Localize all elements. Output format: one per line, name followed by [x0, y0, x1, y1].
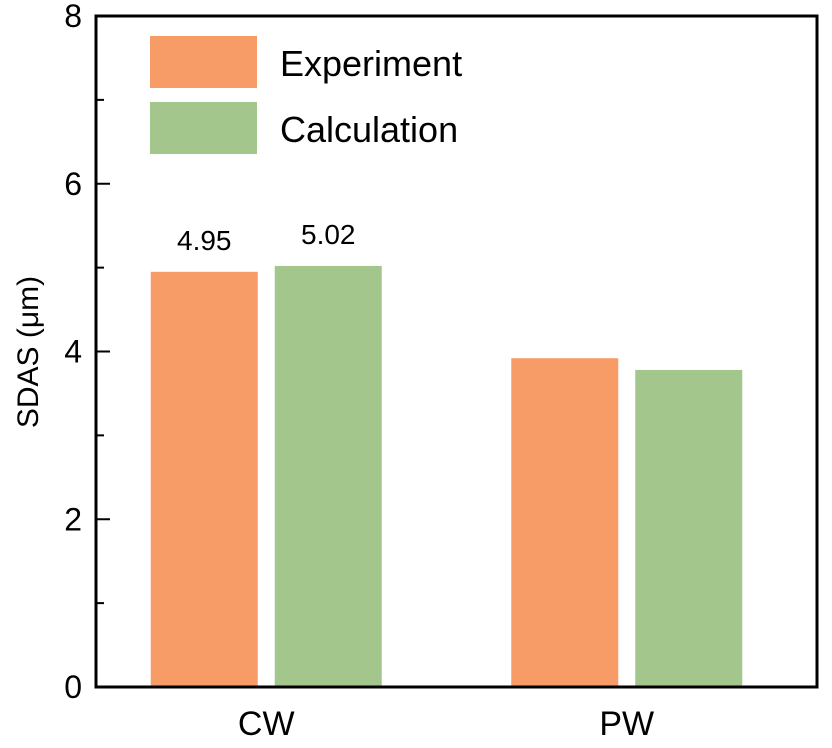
- data-label: 5.02: [301, 219, 356, 250]
- x-tick-label-cw: CW: [238, 705, 295, 743]
- y-tick-label: 4: [64, 334, 82, 370]
- legend: Experiment Calculation: [150, 36, 462, 154]
- legend-swatch-calculation: [150, 102, 257, 154]
- data-labels-layer: 4.95 5.02: [177, 219, 356, 256]
- legend-label-calculation: Calculation: [280, 109, 458, 150]
- bar-calculation-cw: [274, 265, 382, 687]
- bars-layer: [150, 265, 743, 687]
- y-tick-label: 2: [64, 501, 82, 537]
- legend-label-experiment: Experiment: [280, 43, 462, 84]
- y-tick-label: 8: [64, 0, 82, 34]
- y-axis-title: SDAS (μm): [12, 276, 45, 428]
- bar-experiment-pw: [511, 358, 619, 687]
- y-tick-label: 0: [64, 669, 82, 705]
- data-label: 4.95: [177, 225, 232, 256]
- x-tick-labels: CW PW: [238, 705, 654, 743]
- y-tick-label: 6: [64, 166, 82, 202]
- y-ticks: 0 2 4 6 8: [64, 0, 110, 705]
- x-tick-label-pw: PW: [599, 705, 654, 743]
- legend-swatch-experiment: [150, 36, 257, 88]
- bar-experiment-cw: [150, 271, 258, 687]
- bar-calculation-pw: [635, 369, 743, 687]
